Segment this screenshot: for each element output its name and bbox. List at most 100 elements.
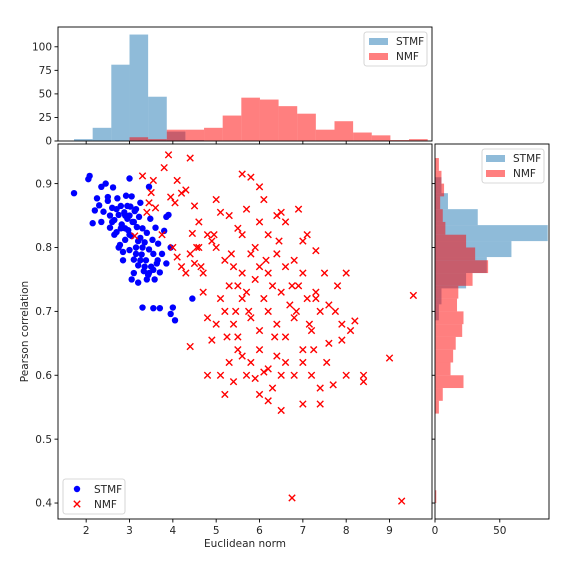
scatter-point-nmf: [221, 307, 229, 316]
top-hist-bar-nmf: [371, 135, 391, 141]
right-hist-bar-nmf: [435, 400, 439, 414]
scatter-point-nmf: [273, 320, 281, 328]
right-hist-bar-nmf: [435, 388, 443, 401]
scatter-point-nmf: [229, 262, 238, 271]
scatter-point-nmf: [225, 282, 233, 290]
scatter-point-nmf: [305, 320, 314, 328]
scatter-point-nmf: [197, 262, 205, 271]
scatter-point-nmf: [299, 346, 307, 354]
scatter-point-nmf: [322, 358, 331, 367]
scatter-point-nmf: [238, 269, 246, 277]
scatter-point-nmf: [234, 282, 242, 290]
scatter-point-stmf: [98, 183, 105, 190]
right-hist-bar-nmf: [435, 247, 476, 261]
scatter-point-nmf: [247, 173, 255, 181]
scatter-point-nmf: [203, 231, 212, 239]
scatter-point-nmf: [277, 371, 285, 379]
scatter-point-stmf: [171, 317, 179, 324]
scatter-point-stmf: [104, 197, 112, 205]
scatter-point-stmf: [132, 250, 140, 258]
right-hist-bar-nmf: [435, 221, 446, 235]
scatter-point-nmf: [264, 365, 272, 373]
scatter-point-stmf: [93, 195, 101, 202]
scatter-point-nmf: [268, 384, 277, 392]
scatter-point-stmf: [126, 246, 133, 254]
scatter-point-nmf: [247, 250, 255, 258]
scatter-point-stmf: [121, 236, 129, 244]
scatter-point-nmf: [260, 368, 268, 376]
right-hist-xtick-label: 50: [493, 525, 506, 537]
scatter-point-nmf: [186, 250, 194, 258]
scatter-point-nmf: [281, 358, 290, 367]
scatter-y-axis-label: Pearson correlation: [19, 281, 31, 382]
scatter-point-stmf: [126, 175, 133, 182]
scatter-point-nmf: [286, 301, 294, 309]
scatter-point-nmf: [290, 371, 298, 379]
top-hist-bar-nmf: [241, 97, 260, 141]
scatter-point-nmf: [186, 154, 194, 162]
top-hist-bar-nmf: [334, 121, 354, 141]
right-hist-bar-nmf: [435, 490, 437, 504]
scatter-point-stmf: [151, 276, 158, 283]
scatter-frame: [57, 143, 433, 520]
scatter-point-nmf: [221, 256, 229, 264]
scatter-point-stmf: [135, 213, 143, 221]
scatter-point-stmf: [138, 251, 145, 258]
scatter-ytick-label: 0.9: [35, 178, 52, 190]
right-hist-bar-nmf: [435, 234, 467, 248]
scatter-point-stmf: [130, 256, 138, 263]
scatter-point-nmf: [251, 275, 259, 284]
scatter-point-nmf: [262, 256, 270, 264]
scatter-point-stmf: [142, 257, 150, 264]
scatter-point-nmf: [264, 397, 272, 405]
scatter-point-nmf: [329, 381, 337, 389]
scatter-point-stmf: [137, 199, 144, 206]
scatter-xtick-label: 4: [169, 525, 176, 537]
scatter-point-stmf: [147, 215, 154, 222]
top-hist-bar-stmf: [148, 96, 167, 141]
scatter-point-nmf: [238, 170, 246, 178]
top-hist-bar-nmf: [185, 129, 205, 141]
scatter-point-stmf: [124, 202, 131, 210]
scatter-point-nmf: [225, 358, 233, 367]
scatter-point-nmf: [203, 314, 212, 322]
right-hist-bar-nmf: [435, 336, 456, 350]
scatter-point-stmf: [150, 266, 157, 274]
top-hist-ytick-label: 0: [45, 136, 52, 148]
scatter-point-nmf: [359, 371, 368, 379]
scatter-point-nmf: [312, 294, 320, 303]
scatter-point-nmf: [188, 229, 197, 238]
scatter-point-nmf: [290, 314, 298, 322]
scatter-point-nmf: [294, 205, 303, 213]
top-hist-ytick-label: 50: [39, 89, 52, 101]
scatter-point-stmf: [113, 205, 120, 213]
scatter-point-nmf: [292, 307, 301, 316]
scatter-point-nmf: [255, 262, 264, 271]
scatter-point-nmf: [275, 237, 283, 245]
top-hist-bar-nmf: [278, 106, 298, 141]
scatter-xtick-label: 3: [126, 525, 133, 537]
scatter-point-nmf: [212, 243, 220, 252]
scatter-point-stmf: [119, 257, 127, 264]
top-hist-bar-nmf: [129, 137, 149, 141]
top-hist-bar-nmf: [148, 139, 167, 141]
scatter-point-stmf: [130, 269, 138, 277]
scatter-point-nmf: [260, 195, 268, 204]
scatter-point-nmf: [195, 243, 203, 252]
scatter-point-nmf: [223, 333, 231, 341]
right-hist-bar-nmf: [435, 273, 473, 286]
scatter-point-nmf: [177, 262, 186, 271]
scatter-point-nmf: [229, 320, 238, 328]
scatter-point-stmf: [106, 212, 114, 219]
scatter-point-nmf: [182, 269, 190, 277]
right-hist-bar-nmf: [435, 209, 443, 222]
scatter-point-nmf: [247, 314, 255, 322]
scatter-point-nmf: [359, 377, 368, 386]
scatter-point-stmf: [115, 244, 122, 251]
scatter-point-nmf: [277, 208, 285, 217]
scatter-point-nmf: [242, 205, 251, 213]
scatter-point-nmf: [221, 390, 229, 399]
top-hist-bar-stmf: [92, 127, 112, 141]
scatter-point-stmf: [100, 208, 107, 215]
scatter-point-stmf: [152, 224, 159, 231]
